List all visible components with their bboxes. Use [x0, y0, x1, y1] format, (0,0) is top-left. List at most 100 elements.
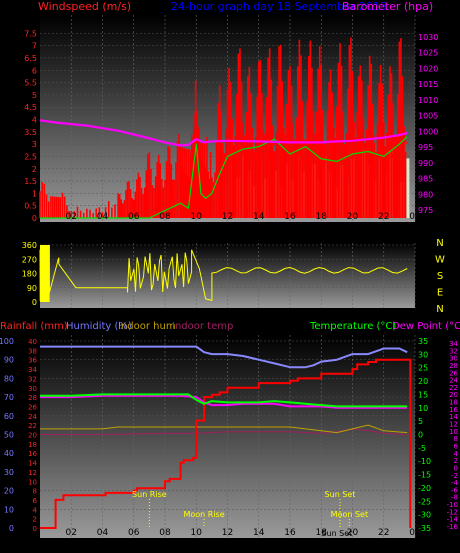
x-tick-label: 18: [316, 212, 328, 222]
rain-tick-label: 10: [28, 478, 37, 486]
direction-panel-grid: [40, 243, 416, 308]
x-tick-label: 18: [316, 528, 328, 538]
temperature-tick-label: 30: [418, 350, 428, 359]
x-tick-label: 08: [159, 212, 171, 222]
x-tick-label: 04: [97, 212, 109, 222]
baro-tick-label: 1010: [418, 96, 438, 105]
baro-tick-label: 985: [418, 175, 433, 184]
x-tick-label: 12: [222, 528, 233, 538]
temperature-tick-label: -35: [418, 524, 431, 533]
wind-panel-series: [39, 37, 410, 219]
temp-panel-axes: Sun Rise Moon Rise Sun Set Moon Set Sun Set 0…: [0, 337, 459, 538]
indoor-humidity-line: [40, 424, 408, 434]
wind-tick-label: 2: [32, 165, 37, 174]
wind-tick-label: 2.5: [24, 152, 37, 161]
dew-tick-label: -10: [447, 501, 458, 509]
x-tick-label: 22: [378, 212, 389, 222]
temperature-tick-label: -20: [418, 484, 431, 493]
direction-tick-label: 270: [22, 255, 37, 264]
x-tick-label: 00: [409, 212, 421, 222]
humidity-tick-label: 30: [4, 468, 14, 477]
x-tick-label: 04: [97, 528, 109, 538]
rain-tick-label: 30: [28, 385, 37, 393]
rain-tick-label: 32: [28, 375, 37, 383]
x-tick-label: 20: [347, 528, 359, 538]
dew-tick-label: 0: [454, 464, 458, 472]
humidity-axis-title: Humidity (%): [66, 321, 132, 332]
baro-tick-label: 980: [418, 190, 433, 199]
humidity-tick-label: 60: [4, 412, 14, 421]
x-tick-label: 10: [191, 528, 203, 538]
temperature-tick-label: -15: [418, 471, 431, 480]
rain-tick-label: 18: [28, 441, 37, 449]
rain-axis-title: Rainfall (mm): [0, 321, 68, 332]
temperature-tick-label: -10: [418, 457, 431, 466]
rain-tick-label: 2: [33, 516, 37, 524]
dew-tick-label: 12: [449, 421, 458, 429]
compass-label: W: [435, 255, 445, 266]
compass-label: N: [436, 304, 443, 315]
dew-tick-label: 2: [454, 457, 458, 465]
chart-title: 24-hour graph day 18 September 2015: [171, 0, 387, 13]
baro-tick-label: 1005: [418, 112, 438, 121]
dew-tick-label: 32: [449, 347, 458, 355]
x-tick-label: 06: [128, 528, 140, 538]
wind-tick-label: 6: [32, 66, 37, 75]
dew-tick-label: -16: [447, 523, 459, 531]
rain-tick-label: 24: [28, 413, 37, 421]
wind-direction-line: [39, 244, 408, 303]
humidity-tick-label: 20: [4, 487, 14, 496]
dew-tick-label: 8: [454, 435, 458, 443]
temperature-tick-label: 15: [418, 390, 428, 399]
baro-tick-label: 1030: [418, 33, 438, 42]
dew-tick-label: 28: [449, 362, 458, 370]
direction-panel-series: [39, 244, 408, 303]
x-tick-label: 16: [284, 212, 296, 222]
x-tick-label: 16: [284, 528, 296, 538]
dew-tick-label: 10: [449, 428, 458, 436]
baro-axis-title: Barometer (hpa): [342, 0, 433, 13]
rain-tick-label: 28: [28, 394, 37, 402]
indoor-hum-title: Indoor hum: [118, 321, 176, 332]
baro-tick-label: 1025: [418, 49, 438, 58]
wind-tick-label: 1: [32, 189, 37, 198]
direction-tick-label: 360: [22, 241, 37, 250]
compass-label: N: [436, 238, 443, 249]
temperature-tick-label: 0: [418, 431, 423, 440]
annotation-label: Sun Set: [321, 529, 352, 538]
calm-bar: [405, 158, 410, 218]
dew-tick-label: 34: [449, 340, 458, 348]
dew-tick-label: -12: [447, 508, 458, 516]
baro-tick-label: 1015: [418, 80, 438, 89]
direction-tick-label: 0: [32, 298, 37, 307]
wind-tick-label: 4: [32, 116, 37, 125]
temperature-tick-label: 10: [418, 404, 428, 413]
humidity-tick-label: 50: [4, 431, 14, 440]
compass-label: S: [437, 271, 443, 282]
temp-panel-series: [40, 345, 412, 529]
baro-tick-label: 990: [418, 159, 433, 168]
dew-tick-label: 16: [449, 406, 458, 414]
temperature-axis-title: Temperature (°C): [309, 321, 396, 332]
wind-tick-label: 0.5: [24, 202, 37, 211]
rainfall-line: [40, 358, 412, 529]
average-wind-line: [40, 136, 408, 219]
rain-tick-label: 38: [28, 347, 37, 355]
indoor-temp-title: Indoor temp: [172, 321, 233, 332]
annotation-label: Moon Rise: [183, 510, 224, 519]
temperature-line: [40, 393, 408, 408]
dew-tick-label: 6: [454, 442, 459, 450]
baro-tick-label: 995: [418, 143, 433, 152]
dew-tick-label: 26: [449, 369, 458, 377]
wind-tick-label: 5.5: [24, 79, 37, 88]
x-tick-label: 12: [222, 212, 233, 222]
direction-tick-label: 90: [27, 284, 37, 293]
rain-tick-label: 40: [28, 338, 37, 346]
humidity-tick-label: 40: [4, 449, 14, 458]
dew-point-line: [40, 394, 408, 409]
wind-tick-label: 1.5: [24, 177, 37, 186]
dew-tick-label: 18: [449, 399, 458, 407]
x-tick-label: 02: [66, 528, 77, 538]
x-tick-label: 14: [253, 528, 265, 538]
